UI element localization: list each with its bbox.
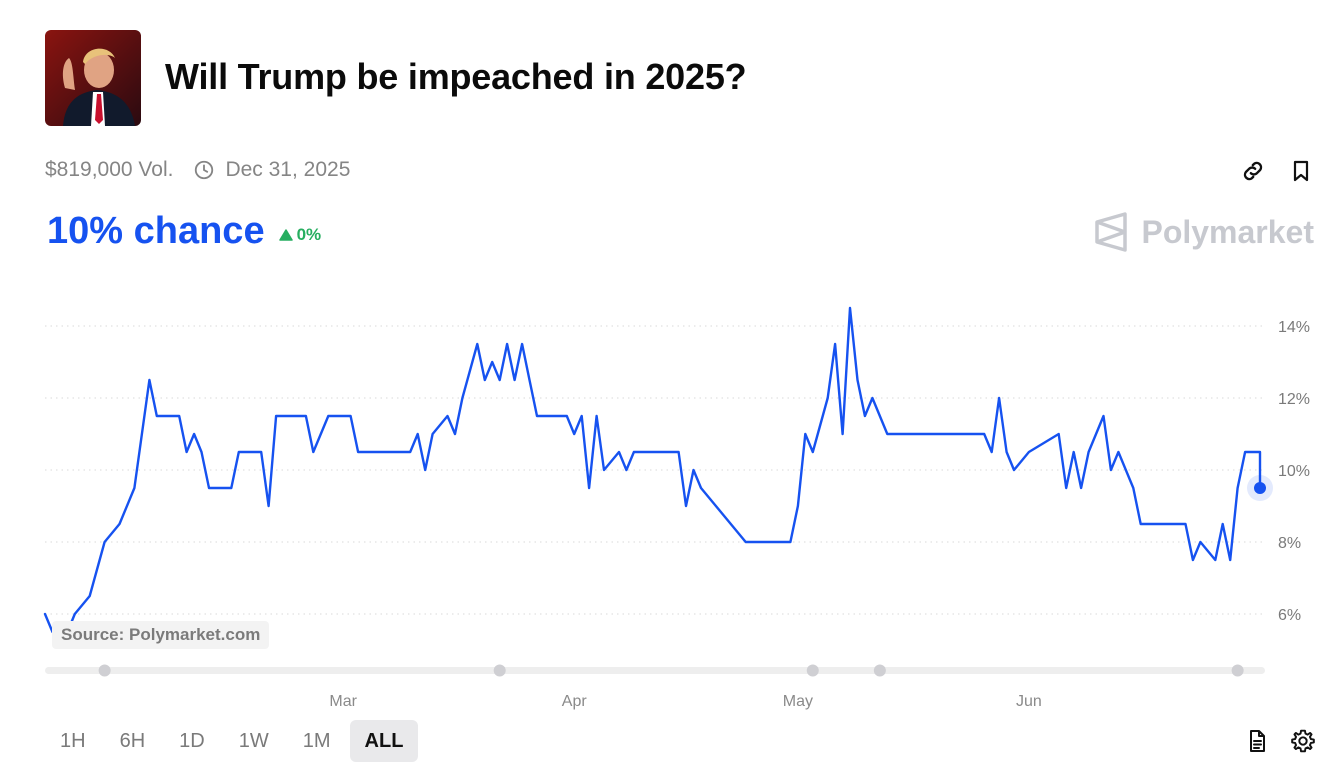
settings-button[interactable] <box>1290 728 1316 754</box>
change-badge: 0% <box>278 224 322 245</box>
link-icon <box>1243 161 1263 181</box>
volume-label: $819,000 Vol. <box>45 158 174 181</box>
bookmark-icon <box>1293 160 1309 182</box>
trump-photo <box>45 30 141 126</box>
chart-actions <box>1244 728 1316 754</box>
bookmark-button[interactable] <box>1288 158 1314 184</box>
market-image <box>45 30 141 126</box>
time-range-tabs: 1H 6H 1D 1W 1M ALL <box>45 720 419 762</box>
brand-name: Polymarket <box>1141 213 1314 250</box>
clock-icon <box>195 160 214 180</box>
market-meta: $819,000 Vol. Dec 31, 2025 <box>45 158 350 182</box>
copy-link-button[interactable] <box>1240 158 1266 184</box>
y-tick-label: 14% <box>1278 319 1310 336</box>
document-icon <box>1250 730 1265 752</box>
x-tick-label: Apr <box>562 693 588 710</box>
market-title: Will Trump be impeached in 2025? <box>165 56 747 97</box>
market-actions <box>1240 158 1314 184</box>
triangle-up-icon <box>278 228 293 241</box>
rules-button[interactable] <box>1244 728 1270 754</box>
y-tick-label: 12% <box>1278 391 1310 408</box>
timeline-marker[interactable] <box>1231 664 1244 677</box>
range-tab-all[interactable]: ALL <box>349 720 419 762</box>
y-tick-label: 10% <box>1278 463 1310 480</box>
range-tab-1m[interactable]: 1M <box>302 730 331 752</box>
chance-value: 10% chance <box>47 210 265 252</box>
timeline-marker[interactable] <box>806 664 819 677</box>
chance-row: 10% chance 0% <box>47 210 321 253</box>
y-tick-label: 8% <box>1278 535 1301 552</box>
x-tick-label: Jun <box>1016 693 1042 710</box>
price-chart[interactable]: 6% 8% 10% 12% 14% Mar Apr May Jun <box>0 290 1344 720</box>
timeline-marker[interactable] <box>873 664 886 677</box>
timeline-marker[interactable] <box>98 664 111 677</box>
change-value: 0% <box>296 224 322 244</box>
x-tick-label: Mar <box>329 693 357 710</box>
current-point <box>1254 482 1266 494</box>
range-tab-6h[interactable]: 6H <box>119 730 146 752</box>
y-tick-label: 6% <box>1278 607 1301 624</box>
timeline-track[interactable] <box>45 667 1265 674</box>
range-tab-1d[interactable]: 1D <box>179 730 205 752</box>
source-label: Source: Polymarket.com <box>52 621 270 649</box>
x-tick-label: May <box>783 693 813 710</box>
brand-watermark: Polymarket <box>1093 212 1314 252</box>
timeline-marker[interactable] <box>493 664 506 677</box>
price-series-line <box>43 306 1262 634</box>
polymarket-logo-icon <box>1095 212 1128 252</box>
range-tab-1w[interactable]: 1W <box>238 730 269 752</box>
range-tab-1h[interactable]: 1H <box>60 730 86 752</box>
gear-icon <box>1291 729 1315 753</box>
end-date-label: Dec 31, 2025 <box>225 158 351 181</box>
